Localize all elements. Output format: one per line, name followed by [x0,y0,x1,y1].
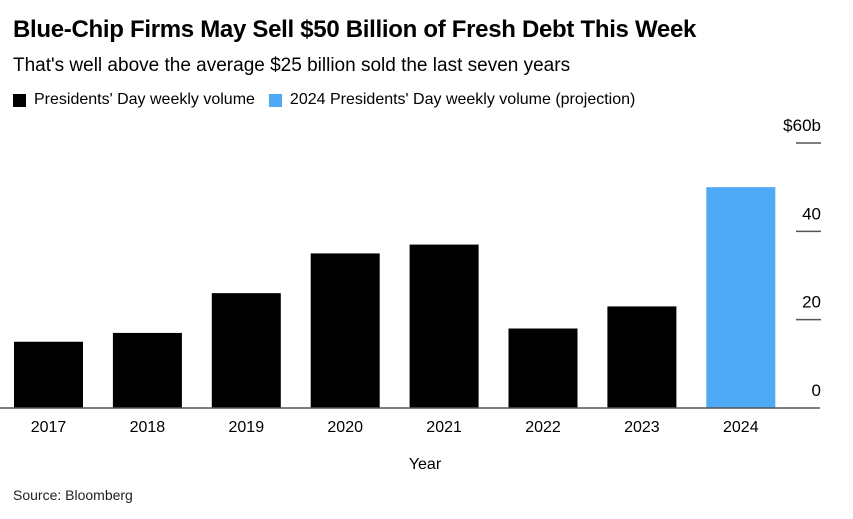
y-tick-label: $60b [783,116,821,135]
bar-2017 [14,341,83,408]
chart-subtitle: That's well above the average $25 billio… [13,55,571,76]
bar-2022 [508,328,578,408]
legend-label: 2024 Presidents' Day weekly volume (proj… [289,91,636,108]
x-tick-label: 2022 [525,419,561,436]
legend-label: Presidents' Day weekly volume [34,91,255,108]
y-tick-label: 0 [812,381,821,400]
y-tick-label: 40 [802,204,821,223]
bar-2023 [607,306,677,408]
x-tick-label: 2024 [723,419,759,436]
x-tick-label: 2018 [130,419,166,436]
bar-2021 [409,244,479,408]
chart-title: Blue-Chip Firms May Sell $50 Billion of … [13,16,697,43]
legend-swatch [268,93,282,107]
x-tick-label: 2019 [229,419,265,436]
bar-2018 [112,332,182,408]
legend: Presidents' Day weekly volume 2024 Presi… [13,91,635,109]
x-tick-label: 2020 [327,419,363,436]
x-tick-label: 2021 [426,419,462,436]
bar-2019 [211,293,281,408]
source-note: Source: Bloomberg [13,487,133,503]
x-axis-title: Year [409,456,442,473]
x-tick-label: 2023 [624,419,660,436]
x-tick-label: 2017 [31,419,67,436]
bar-2020 [310,253,380,408]
legend-item-historical: Presidents' Day weekly volume [13,91,255,109]
legend-swatch [13,93,26,107]
bar-2024 [706,187,776,408]
y-tick-label: 20 [802,293,821,312]
legend-item-projection: 2024 Presidents' Day weekly volume (proj… [268,91,636,109]
